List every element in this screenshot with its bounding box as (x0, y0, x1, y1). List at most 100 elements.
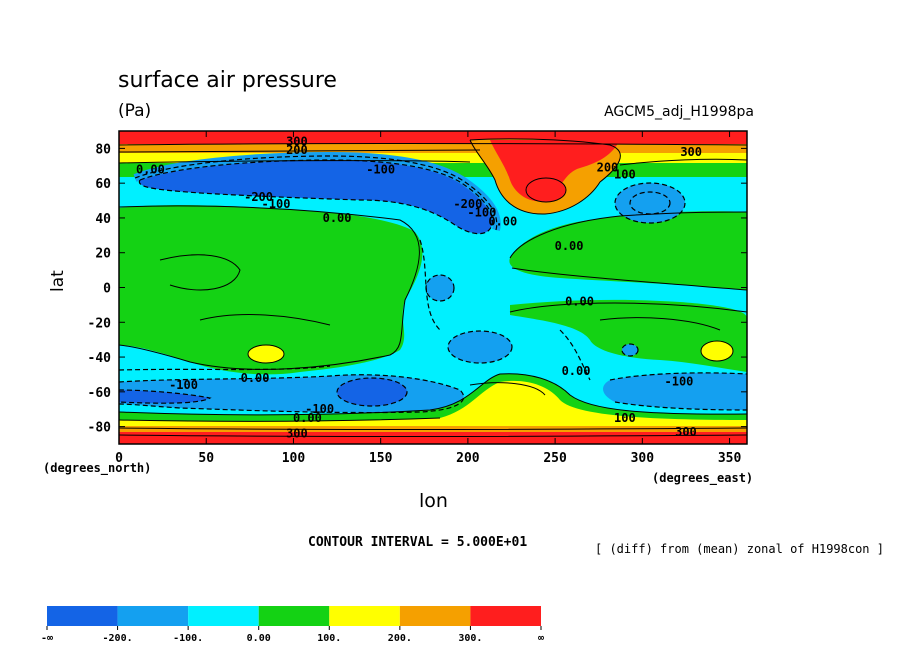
contour-line (119, 434, 747, 437)
contour-line (119, 149, 481, 153)
contour-label: 0.00 (241, 371, 270, 385)
contour-label: 300 (680, 145, 702, 159)
contour-lines (119, 138, 747, 437)
contour-line (119, 160, 471, 164)
colorbar-swatch (329, 606, 400, 626)
colorbar-label: ∞ (538, 633, 544, 644)
y-tick-label: -40 (88, 351, 112, 366)
contour-label: -200 (453, 197, 482, 211)
contour-label: 0.00 (488, 214, 517, 228)
contour-line-dashed (134, 155, 498, 231)
field-low-north (139, 160, 493, 234)
contour-line (119, 143, 747, 146)
contour-line (159, 254, 241, 291)
contour-line (599, 317, 721, 331)
contour-line-dashed (609, 372, 747, 381)
x-tick-label: 300 (631, 451, 655, 466)
contour-line-dashed (419, 239, 441, 331)
y-tick-label: 80 (95, 142, 111, 157)
y-tick-label: -20 (88, 316, 112, 331)
contour-label: -100 (467, 206, 496, 220)
x-axis-label: lon (419, 490, 448, 512)
x-tick-label: 350 (718, 451, 742, 466)
contour-label: 300 (286, 427, 308, 441)
contour-line-dashed (559, 329, 591, 381)
contour-line-dashed (138, 159, 493, 235)
x-tick-label: 250 (543, 451, 567, 466)
contour-label: 100 (614, 167, 636, 181)
field-high-center (526, 178, 566, 202)
y-tick-label: 60 (95, 177, 111, 192)
field-low-south-central (448, 331, 512, 363)
contour-line-dashed (447, 330, 513, 364)
contour-line-dashed (119, 389, 212, 404)
contour-line-dashed (336, 377, 408, 407)
colorbar-swatch (470, 606, 541, 626)
chart-units: (Pa) (118, 101, 152, 121)
contour-line (509, 211, 747, 259)
field-high-south-east (701, 341, 733, 361)
field-green-east-south (510, 299, 747, 372)
contour-line (247, 344, 285, 364)
contour-line-dashed (629, 191, 671, 215)
contour-label: 0.00 (323, 211, 352, 225)
contour-label: 200 (286, 143, 308, 157)
contour-label: -200 (244, 190, 273, 204)
colorbar-swatch (258, 606, 330, 626)
contour-line-dashed (621, 343, 639, 357)
contour-label: 0.00 (555, 239, 584, 253)
x-tick-label: 150 (369, 451, 393, 466)
x-axis-unit-note: (degrees_east) (652, 471, 754, 485)
field-green-east (509, 211, 747, 290)
contour-line-dashed (614, 401, 747, 411)
y-tick-label: 0 (103, 282, 111, 297)
y-tick-label: 40 (95, 212, 111, 227)
x-tick-label: 100 (282, 451, 306, 466)
colorbar-label: 300. (458, 633, 482, 644)
contour-line (119, 427, 747, 430)
contour-label: 0.00 (136, 162, 165, 176)
contour-label: 100 (614, 411, 636, 425)
y-axis-unit-note: (degrees_north) (43, 461, 152, 475)
chart-title: surface air pressure (118, 68, 337, 93)
dataset-label: AGCM5_adj_H1998pa (604, 104, 754, 120)
field-low-small (622, 344, 638, 356)
contour-lines-dashed (119, 155, 747, 414)
y-tick-label: -80 (88, 421, 112, 436)
contour-line (119, 205, 420, 370)
contour-line (525, 177, 567, 203)
contour-label: 0.00 (562, 364, 591, 378)
contour-label: 0.00 (293, 411, 322, 425)
field-red-north-band (119, 131, 747, 144)
contour-line-dashed (614, 182, 686, 224)
contour-label: 0.00 (565, 294, 594, 308)
colorbar-swatch (117, 606, 189, 626)
colorbar-label: 0.00 (247, 633, 271, 644)
contour-line (619, 158, 747, 166)
colorbar-label: -200. (103, 633, 133, 644)
x-tick-label: 200 (456, 451, 480, 466)
contour-line (199, 314, 331, 326)
contour-label: -100 (665, 374, 694, 388)
contour-line (509, 302, 747, 313)
contour-line (119, 373, 747, 416)
colorbar-label: -100. (173, 633, 203, 644)
field-low-south-core (337, 378, 407, 406)
colorbar-swatch (399, 606, 471, 626)
contour-label: 300 (286, 134, 308, 148)
colorbar-label: 200. (388, 633, 412, 644)
diff-note: [ (diff) from (mean) zonal of H1998con ] (595, 542, 884, 556)
colorbar-swatch (188, 606, 259, 626)
contour-label: -100 (169, 378, 198, 392)
contour-line (469, 138, 621, 215)
field-low-north-east (615, 183, 685, 223)
contour-interval-label: CONTOUR INTERVAL = 5.000E+01 (308, 535, 528, 550)
colorbar-swatch (47, 606, 118, 626)
field-high-south-west (248, 345, 284, 363)
field-green-west (119, 205, 423, 375)
field-low-south-west-core (119, 390, 210, 404)
contour-line (511, 267, 747, 291)
field-low-south-belt-east (603, 372, 747, 410)
